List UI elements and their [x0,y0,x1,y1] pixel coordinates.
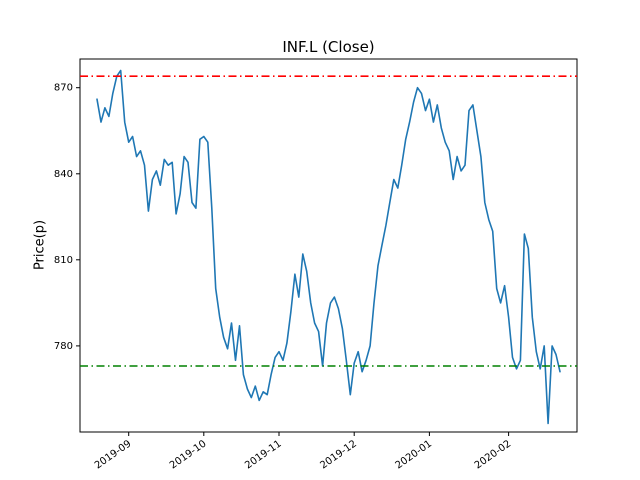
x-tick-label: 2019-11 [243,438,284,471]
plot-area [79,58,578,433]
x-tick-label: 2020-01 [394,438,435,471]
y-tick-label: 840 [54,169,73,180]
y-axis-label: Price(p) [32,219,48,271]
close-price-line [96,69,561,425]
x-tick-label: 2019-09 [93,438,134,471]
chart-title: INF.L (Close) [282,38,375,56]
y-tick-label: 870 [54,83,73,94]
x-tick-label: 2019-12 [318,438,359,471]
x-tick-label: 2020-02 [473,438,514,471]
x-tick-label: 2019-10 [168,438,209,471]
y-tick-label: 810 [54,255,73,266]
y-tick-label: 780 [54,341,73,352]
